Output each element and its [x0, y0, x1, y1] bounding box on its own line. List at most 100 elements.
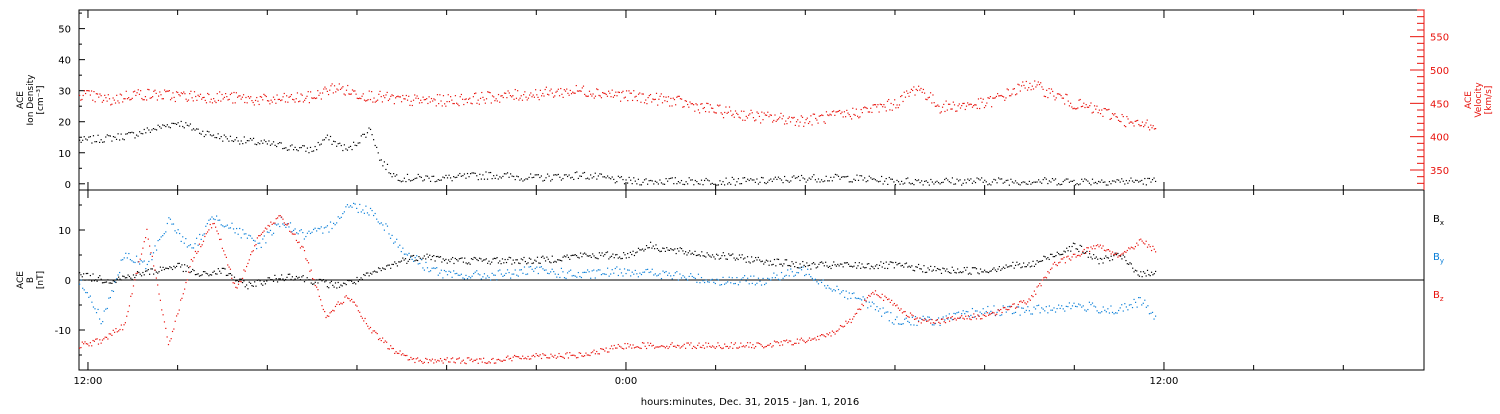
- density-series-point: [936, 180, 938, 182]
- density-series-point: [728, 181, 730, 184]
- by-series-point: [239, 227, 241, 230]
- bz-series-point: [524, 357, 526, 359]
- density-series-point: [240, 140, 242, 142]
- velocity-series-point: [1113, 114, 1115, 116]
- bz-series-point: [223, 250, 225, 252]
- bx-series-point: [636, 251, 638, 253]
- density-series-point: [317, 141, 319, 144]
- bz-series-point: [1009, 306, 1011, 308]
- by-series-point: [842, 290, 844, 292]
- density-series-point: [1021, 182, 1023, 184]
- bz-series-point: [959, 316, 961, 318]
- bx-series-point: [375, 271, 377, 273]
- by-series-point: [1044, 310, 1046, 312]
- bz-series-point: [441, 360, 443, 362]
- by-series-point: [406, 254, 409, 256]
- bx-series-point: [456, 259, 458, 261]
- velocity-series-point: [985, 105, 987, 107]
- by-series-point: [606, 267, 609, 269]
- bx-series-point: [737, 258, 739, 261]
- bz-series-point: [986, 312, 988, 314]
- bz-series-point: [919, 317, 921, 319]
- velocity-series-point: [210, 98, 212, 100]
- bx-series-point: [396, 265, 399, 267]
- velocity-series-point: [821, 114, 823, 116]
- bx-series-point: [1105, 255, 1107, 257]
- by-series-point: [573, 274, 575, 277]
- bz-series-point: [158, 293, 160, 295]
- bx-series-point: [577, 256, 579, 258]
- bz-series-point: [1094, 248, 1096, 250]
- density-series-point: [1068, 181, 1070, 183]
- density-series-point: [126, 133, 128, 135]
- density-series-point: [650, 179, 652, 182]
- by-series-point: [519, 269, 521, 271]
- velocity-series-point: [503, 92, 506, 94]
- bx-series-point: [724, 255, 726, 257]
- velocity-series-point: [505, 92, 507, 94]
- bz-series-point: [703, 347, 706, 349]
- bx-series-point: [725, 258, 727, 260]
- velocity-series-point: [163, 89, 166, 91]
- bx-series-point: [745, 261, 747, 263]
- bx-series-point: [1036, 260, 1038, 262]
- bz-series-point: [215, 226, 217, 228]
- density-series-point: [756, 178, 758, 180]
- by-series-point: [979, 311, 981, 313]
- velocity-series-point: [724, 111, 726, 114]
- bx-series-point: [940, 272, 943, 274]
- by-series-point: [868, 301, 870, 303]
- velocity-series-point: [800, 115, 802, 117]
- density-series-point: [994, 179, 997, 181]
- density-series-point: [780, 179, 783, 181]
- density-series-point: [1038, 179, 1040, 181]
- by-series-point: [446, 274, 449, 276]
- velocity-series-point: [952, 101, 954, 103]
- by-series-point: [1011, 312, 1014, 315]
- velocity-series-point: [135, 94, 137, 97]
- bx-series-point: [1141, 276, 1143, 278]
- velocity-series-point: [169, 99, 172, 101]
- bx-series-point: [850, 265, 852, 267]
- velocity-series-point: [88, 90, 90, 92]
- density-series-point: [610, 178, 612, 180]
- by-series-point: [431, 267, 433, 269]
- density-series-point: [603, 176, 606, 178]
- by-series-point: [922, 315, 924, 317]
- velocity-series-point: [453, 102, 455, 105]
- bx-series-point: [594, 257, 596, 259]
- velocity-series-point: [201, 98, 203, 100]
- bz-series-point: [101, 339, 104, 341]
- by-series-point: [640, 273, 643, 276]
- velocity-series-point: [365, 100, 367, 102]
- by-series-point: [294, 228, 296, 230]
- density-series-point: [135, 134, 138, 136]
- bx-series-point: [146, 270, 148, 272]
- bz-series-point: [670, 343, 672, 346]
- velocity-series-point: [152, 96, 154, 98]
- bx-series-point: [755, 256, 757, 259]
- bx-series-point: [372, 271, 374, 273]
- bz-series-point: [500, 360, 502, 362]
- velocity-series-point: [171, 97, 173, 99]
- velocity-series-point: [900, 95, 902, 98]
- bx-series-point: [763, 263, 765, 265]
- bz-series-point: [169, 340, 171, 342]
- density-series-point: [930, 178, 932, 181]
- density-series-point: [1119, 181, 1121, 183]
- by-series-point: [200, 238, 202, 240]
- bz-series-point: [289, 230, 291, 232]
- bz-series-point: [594, 353, 596, 355]
- by-series-point: [460, 273, 462, 275]
- density-series-point: [1101, 179, 1103, 181]
- by-series-point: [600, 274, 603, 276]
- velocity-series-point: [575, 84, 577, 87]
- density-series-point: [971, 182, 974, 184]
- by-series-point: [439, 272, 441, 274]
- velocity-series-point: [217, 99, 220, 102]
- bz-series-point: [1091, 248, 1093, 250]
- bz-series-point: [387, 348, 389, 350]
- velocity-series-point: [840, 112, 842, 115]
- by-series-point: [1116, 312, 1118, 314]
- velocity-series-point: [350, 93, 352, 95]
